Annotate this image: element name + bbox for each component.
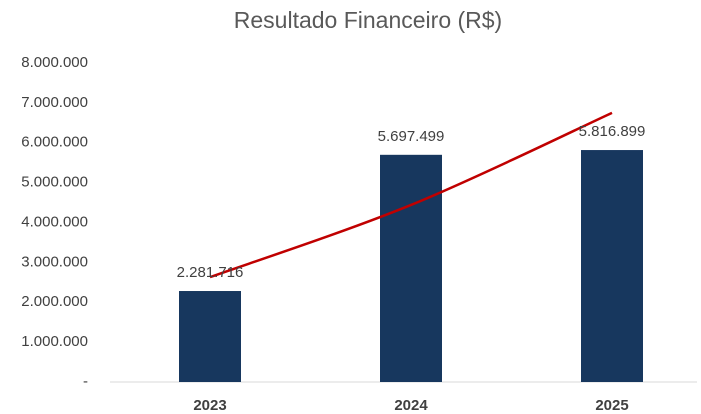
x-tick-label: 2023 [193,397,226,414]
y-tick-label: 5.000.000 [21,174,88,191]
x-tick-label: 2024 [394,397,428,414]
y-tick-label: 3.000.000 [21,253,88,270]
data-label: 2.281.716 [177,264,244,281]
x-tick-label: 2025 [595,397,628,414]
y-tick-label: - [83,373,88,390]
y-tick-label: 4.000.000 [21,213,88,230]
data-label: 5.816.899 [579,123,646,140]
trendline [209,111,613,279]
y-tick-label: 1.000.000 [21,333,88,350]
data-label: 5.697.499 [378,128,445,145]
chart-title: Resultado Financeiro (R$) [234,7,502,33]
y-tick-label: 8.000.000 [21,54,88,71]
y-tick-label: 2.000.000 [21,293,88,310]
bar [179,291,241,382]
y-tick-label: 7.000.000 [21,94,88,111]
bar [581,150,643,382]
bar [380,154,442,382]
y-tick-label: 6.000.000 [21,134,88,151]
